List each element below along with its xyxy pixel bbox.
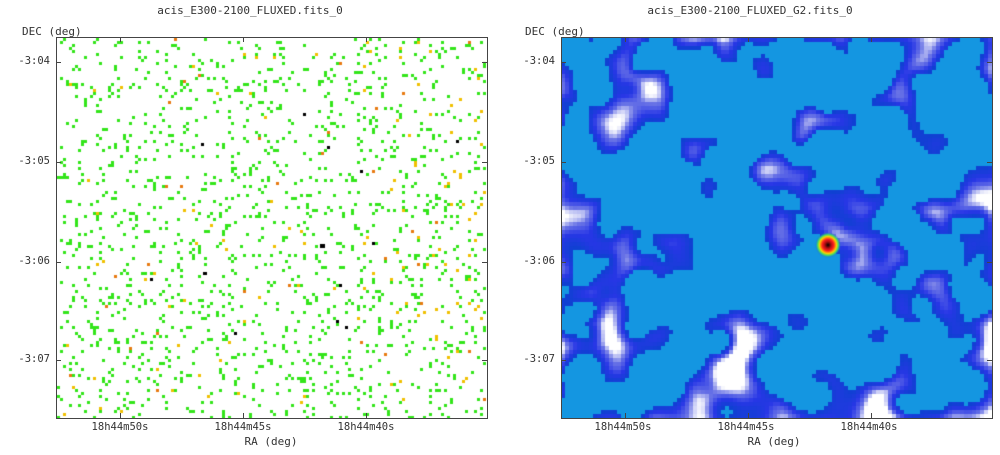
axis-tick-mark: [871, 37, 872, 42]
axis-tick-mark: [987, 262, 992, 263]
axis-tick-mark: [561, 62, 566, 63]
axis-tick-mark: [482, 162, 487, 163]
left-x-tick-label: 18h44m50s: [91, 421, 149, 433]
axis-tick-mark: [366, 37, 367, 42]
left-image-frame[interactable]: [56, 37, 488, 419]
axis-tick-mark: [243, 37, 244, 42]
axis-tick-mark: [748, 37, 749, 42]
axis-tick-mark: [56, 360, 61, 361]
right-x-axis-label: RA (deg): [747, 435, 801, 448]
right-y-tick-label: -3:06: [523, 255, 555, 267]
right-y-tick-label: -3:07: [523, 353, 555, 365]
left-y-tick-label: -3:04: [18, 55, 50, 67]
axis-tick-mark: [56, 262, 61, 263]
left-x-tick-label: 18h44m40s: [337, 421, 395, 433]
axis-tick-mark: [482, 62, 487, 63]
left-y-tick-label: -3:06: [18, 255, 50, 267]
axis-tick-mark: [366, 413, 367, 418]
right-image-panel: acis_E300-2100_FLUXED_G2.fits_0 DEC (deg…: [500, 0, 1000, 455]
right-fits-image[interactable]: [562, 38, 992, 418]
axis-tick-mark: [625, 413, 626, 418]
left-x-axis-label: RA (deg): [244, 435, 298, 448]
left-panel-title: acis_E300-2100_FLUXED.fits_0: [157, 4, 343, 17]
axis-tick-mark: [243, 413, 244, 418]
right-x-tick-label: 18h44m45s: [717, 421, 775, 433]
left-x-tick-label: 18h44m45s: [214, 421, 272, 433]
right-y-axis-label: DEC (deg): [525, 25, 585, 38]
left-y-axis-label: DEC (deg): [22, 25, 82, 38]
right-y-tick-label: -3:04: [523, 55, 555, 67]
axis-tick-mark: [482, 262, 487, 263]
right-y-tick-label: -3:05: [523, 155, 555, 167]
right-x-tick-label: 18h44m50s: [594, 421, 652, 433]
axis-tick-mark: [56, 162, 61, 163]
axis-tick-mark: [625, 37, 626, 42]
axis-tick-mark: [482, 360, 487, 361]
axis-tick-mark: [561, 360, 566, 361]
right-panel-title: acis_E300-2100_FLUXED_G2.fits_0: [647, 4, 853, 17]
left-y-tick-label: -3:05: [18, 155, 50, 167]
axis-tick-mark: [748, 413, 749, 418]
axis-tick-mark: [871, 413, 872, 418]
axis-tick-mark: [56, 62, 61, 63]
axis-tick-mark: [987, 360, 992, 361]
axis-tick-mark: [561, 262, 566, 263]
right-x-tick-label: 18h44m40s: [840, 421, 898, 433]
right-image-frame[interactable]: [561, 37, 993, 419]
axis-tick-mark: [987, 162, 992, 163]
axis-tick-mark: [987, 62, 992, 63]
axis-tick-mark: [120, 37, 121, 42]
axis-tick-mark: [561, 162, 566, 163]
left-image-panel: acis_E300-2100_FLUXED.fits_0 DEC (deg) -…: [18, 4, 488, 448]
left-fits-image[interactable]: [57, 38, 487, 418]
axis-tick-mark: [120, 413, 121, 418]
left-y-tick-label: -3:07: [18, 353, 50, 365]
